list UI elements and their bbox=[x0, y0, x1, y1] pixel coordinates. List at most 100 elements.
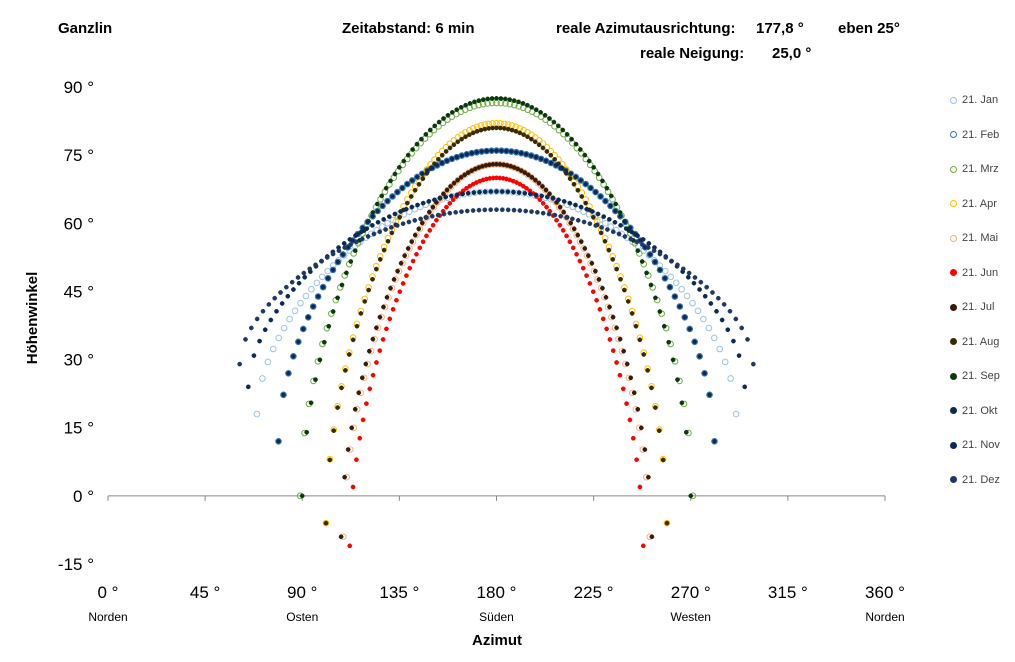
series-points bbox=[253, 188, 740, 418]
legend-marker bbox=[950, 269, 957, 276]
data-point bbox=[569, 136, 574, 142]
data-point bbox=[719, 317, 725, 323]
legend-item: 21. Feb bbox=[950, 127, 999, 143]
data-point bbox=[363, 361, 369, 367]
legend-item: 21. Jun bbox=[950, 265, 998, 281]
data-point bbox=[399, 184, 406, 192]
data-point bbox=[334, 258, 342, 266]
data-point bbox=[608, 203, 613, 209]
data-point bbox=[319, 258, 324, 264]
data-point bbox=[392, 211, 398, 217]
data-point bbox=[634, 457, 639, 463]
legend-item: 21. Jul bbox=[950, 299, 994, 315]
data-point bbox=[614, 360, 619, 365]
data-point bbox=[520, 101, 526, 106]
data-point bbox=[439, 160, 445, 166]
data-point bbox=[488, 207, 494, 213]
data-point bbox=[543, 158, 549, 164]
data-point bbox=[370, 213, 375, 219]
data-point bbox=[587, 184, 594, 192]
legend-marker bbox=[950, 338, 957, 345]
legend-label: 21. Apr bbox=[962, 197, 997, 210]
data-point bbox=[435, 212, 441, 218]
data-point bbox=[505, 126, 511, 132]
data-point bbox=[563, 168, 569, 174]
legend-marker bbox=[950, 131, 957, 138]
data-point bbox=[300, 326, 306, 332]
data-point bbox=[482, 207, 488, 213]
data-point bbox=[725, 327, 731, 333]
x-tick-label: 0 ° bbox=[98, 583, 119, 602]
data-point bbox=[465, 190, 471, 196]
data-point bbox=[669, 258, 674, 264]
data-point bbox=[710, 290, 715, 295]
data-point bbox=[407, 265, 413, 271]
data-point bbox=[295, 338, 302, 346]
data-point bbox=[557, 222, 563, 228]
data-point bbox=[370, 336, 376, 342]
data-point bbox=[704, 284, 709, 290]
data-point bbox=[397, 214, 402, 220]
data-point bbox=[494, 125, 499, 131]
data-point bbox=[272, 295, 278, 301]
data-point bbox=[567, 239, 573, 245]
data-point bbox=[571, 181, 577, 187]
data-point bbox=[436, 119, 442, 125]
data-point bbox=[398, 209, 403, 214]
data-point bbox=[691, 338, 698, 346]
data-point bbox=[459, 209, 464, 214]
data-point bbox=[721, 358, 729, 366]
data-point bbox=[317, 357, 323, 363]
data-point bbox=[390, 306, 396, 312]
direction-label: Norden bbox=[88, 610, 127, 624]
data-point bbox=[604, 326, 609, 332]
data-point bbox=[360, 225, 366, 231]
data-point bbox=[610, 229, 616, 235]
data-point bbox=[583, 200, 588, 206]
series-points bbox=[276, 148, 717, 444]
data-point bbox=[319, 283, 327, 291]
data-point bbox=[470, 208, 476, 213]
data-point bbox=[430, 222, 436, 228]
data-point bbox=[742, 384, 748, 390]
data-point bbox=[367, 386, 373, 392]
data-point bbox=[285, 369, 292, 377]
data-point bbox=[686, 325, 694, 333]
legend-label: 21. Sep bbox=[962, 370, 1000, 382]
data-point bbox=[323, 520, 329, 526]
data-point bbox=[471, 190, 477, 195]
data-point bbox=[567, 200, 573, 206]
data-point bbox=[253, 410, 261, 418]
data-point bbox=[587, 221, 593, 227]
data-point bbox=[597, 193, 604, 200]
data-point bbox=[302, 292, 310, 300]
data-point bbox=[304, 313, 312, 321]
data-point bbox=[389, 225, 394, 230]
data-point bbox=[281, 392, 286, 398]
data-point bbox=[331, 428, 337, 433]
legend-label: 21. Aug bbox=[962, 335, 1000, 348]
legend-label: 21. Nov bbox=[962, 439, 1000, 451]
data-point bbox=[687, 326, 693, 332]
data-point bbox=[645, 368, 650, 373]
data-point bbox=[274, 308, 279, 314]
data-point bbox=[445, 112, 451, 118]
data-point bbox=[469, 150, 475, 156]
data-points bbox=[237, 96, 756, 549]
data-point bbox=[672, 279, 680, 287]
data-point bbox=[635, 248, 641, 254]
data-point bbox=[404, 180, 411, 188]
data-point bbox=[523, 151, 529, 157]
data-point bbox=[374, 325, 379, 331]
data-point bbox=[641, 352, 647, 357]
data-point bbox=[580, 208, 587, 215]
data-point bbox=[418, 216, 423, 222]
data-point bbox=[345, 447, 351, 452]
data-point bbox=[595, 171, 601, 177]
data-point bbox=[622, 287, 627, 293]
data-point bbox=[304, 429, 310, 435]
data-point bbox=[477, 189, 482, 195]
data-point bbox=[412, 232, 418, 238]
data-point bbox=[324, 267, 332, 275]
data-point bbox=[464, 151, 470, 157]
